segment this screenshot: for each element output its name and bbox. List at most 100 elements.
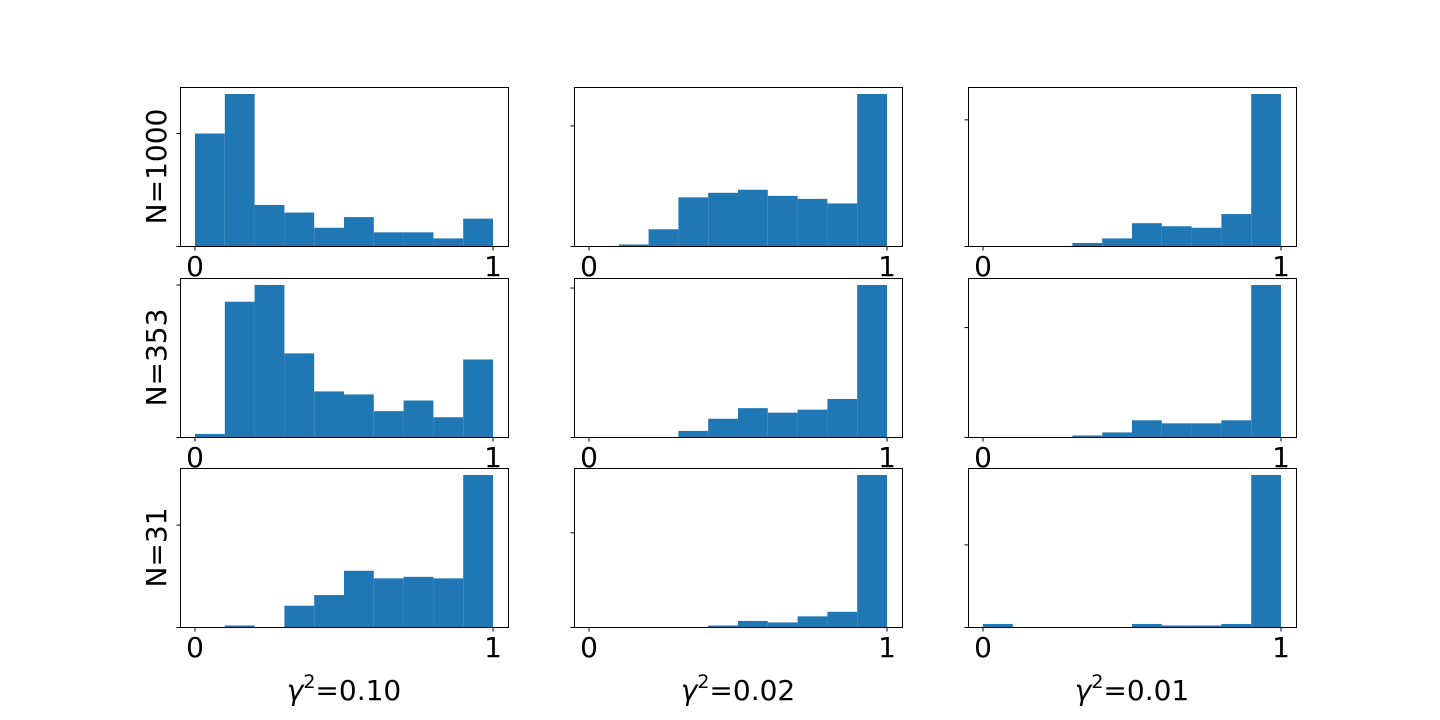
histogram-bar — [1251, 475, 1281, 627]
x-tick-label: 0 — [186, 631, 204, 664]
axes-frame — [968, 87, 1297, 247]
histogram-bar — [373, 232, 404, 246]
histogram-bar — [195, 433, 225, 437]
histogram-bar — [224, 301, 255, 437]
histogram-bar — [373, 578, 404, 627]
x-tick-label: 0 — [580, 631, 598, 664]
axes-frame — [574, 87, 903, 247]
histogram-bar — [284, 353, 315, 437]
histogram-bar — [284, 212, 315, 246]
histogram-bar — [708, 625, 738, 627]
histogram-bar — [1161, 226, 1192, 246]
x-tick-label: 0 — [974, 250, 992, 283]
histogram-bar — [767, 195, 798, 246]
axes-frame — [180, 278, 509, 438]
histogram-bar — [618, 244, 649, 246]
histogram-bar — [463, 359, 493, 437]
histogram-bar — [224, 94, 255, 246]
histogram-bar — [403, 232, 434, 246]
histogram-bar — [463, 218, 493, 246]
axes-frame — [574, 468, 903, 628]
x-tick-label: 1 — [878, 631, 896, 664]
histogram-bar — [1132, 223, 1162, 246]
histogram-bar — [797, 198, 828, 246]
histogram-bar — [403, 400, 434, 437]
histogram-bar — [767, 622, 798, 627]
histogram-bar — [857, 475, 887, 627]
x-tick-label: 0 — [186, 441, 204, 474]
histogram-bar — [1251, 285, 1281, 437]
histogram-bar — [648, 229, 679, 246]
histogram-bar — [738, 189, 768, 246]
histogram-bar — [344, 570, 374, 627]
histogram-bar — [1191, 625, 1222, 627]
histogram-bar — [708, 192, 738, 246]
histogram-bar — [1221, 623, 1252, 627]
x-tick-label: 0 — [186, 250, 204, 283]
x-tick-label: 1 — [1272, 250, 1290, 283]
histogram-bar — [827, 399, 858, 437]
histogram-bar — [797, 616, 828, 627]
column-label: γ2=0.10 — [287, 671, 401, 707]
histogram-bar — [797, 409, 828, 437]
histogram-bar — [1072, 435, 1103, 437]
x-tick-label: 1 — [484, 250, 502, 283]
histogram-bar — [1191, 423, 1222, 437]
histogram-bar — [1221, 214, 1252, 246]
histogram-bar — [827, 203, 858, 246]
histogram-bar — [1251, 94, 1281, 246]
histogram-bar — [433, 417, 464, 437]
column-label: γ2=0.01 — [1075, 671, 1189, 707]
histogram-bar — [314, 227, 344, 246]
x-tick-label: 1 — [1272, 631, 1290, 664]
x-tick-label: 1 — [1272, 441, 1290, 474]
histogram-bar — [983, 623, 1013, 627]
x-tick-label: 1 — [484, 631, 502, 664]
histogram-bar — [738, 620, 768, 627]
histogram-bar — [344, 394, 374, 437]
histogram-bar — [224, 625, 255, 627]
histogram-bar — [1191, 227, 1222, 246]
histogram-bar — [678, 197, 709, 246]
histogram-bar — [403, 576, 434, 627]
x-tick-label: 0 — [580, 441, 598, 474]
histogram-bar — [857, 94, 887, 246]
row-label: N=1000 — [140, 109, 173, 225]
axes-frame — [968, 278, 1297, 438]
histogram-bar — [1132, 420, 1162, 437]
histogram-bar — [463, 475, 493, 627]
histogram-bar — [857, 285, 887, 437]
histogram-bar — [738, 408, 768, 437]
histogram-bar — [433, 238, 464, 246]
histogram-bar — [708, 418, 738, 437]
histogram-bar — [433, 578, 464, 627]
column-labels-layer: γ2=0.10 γ2=0.02 γ2=0.01 — [287, 671, 1189, 707]
histogram-bar — [314, 595, 344, 627]
row-label: N=353 — [140, 309, 173, 407]
histogram-bar — [284, 605, 315, 627]
x-tick-label: 1 — [878, 250, 896, 283]
histogram-bar — [344, 217, 374, 246]
histogram-bar — [1102, 238, 1132, 246]
histogram-bar — [254, 285, 285, 437]
histogram-bar — [1132, 623, 1162, 627]
row-labels-layer: N=1000 N=353 N=31 — [140, 109, 173, 588]
x-tick-label: 0 — [974, 631, 992, 664]
x-tick-label: 0 — [974, 441, 992, 474]
column-label: γ2=0.02 — [681, 671, 795, 707]
histogram-bar — [195, 133, 225, 246]
axes-frame — [180, 468, 509, 628]
histogram-bar — [373, 411, 404, 437]
row-label: N=31 — [140, 507, 173, 587]
histogram-bar — [1161, 625, 1192, 627]
panels-layer: 0 1 0 1 0 10 1 0 1 0 10 1 0 1 0 1 — [176, 87, 1297, 664]
histogram-bar — [1161, 423, 1192, 437]
